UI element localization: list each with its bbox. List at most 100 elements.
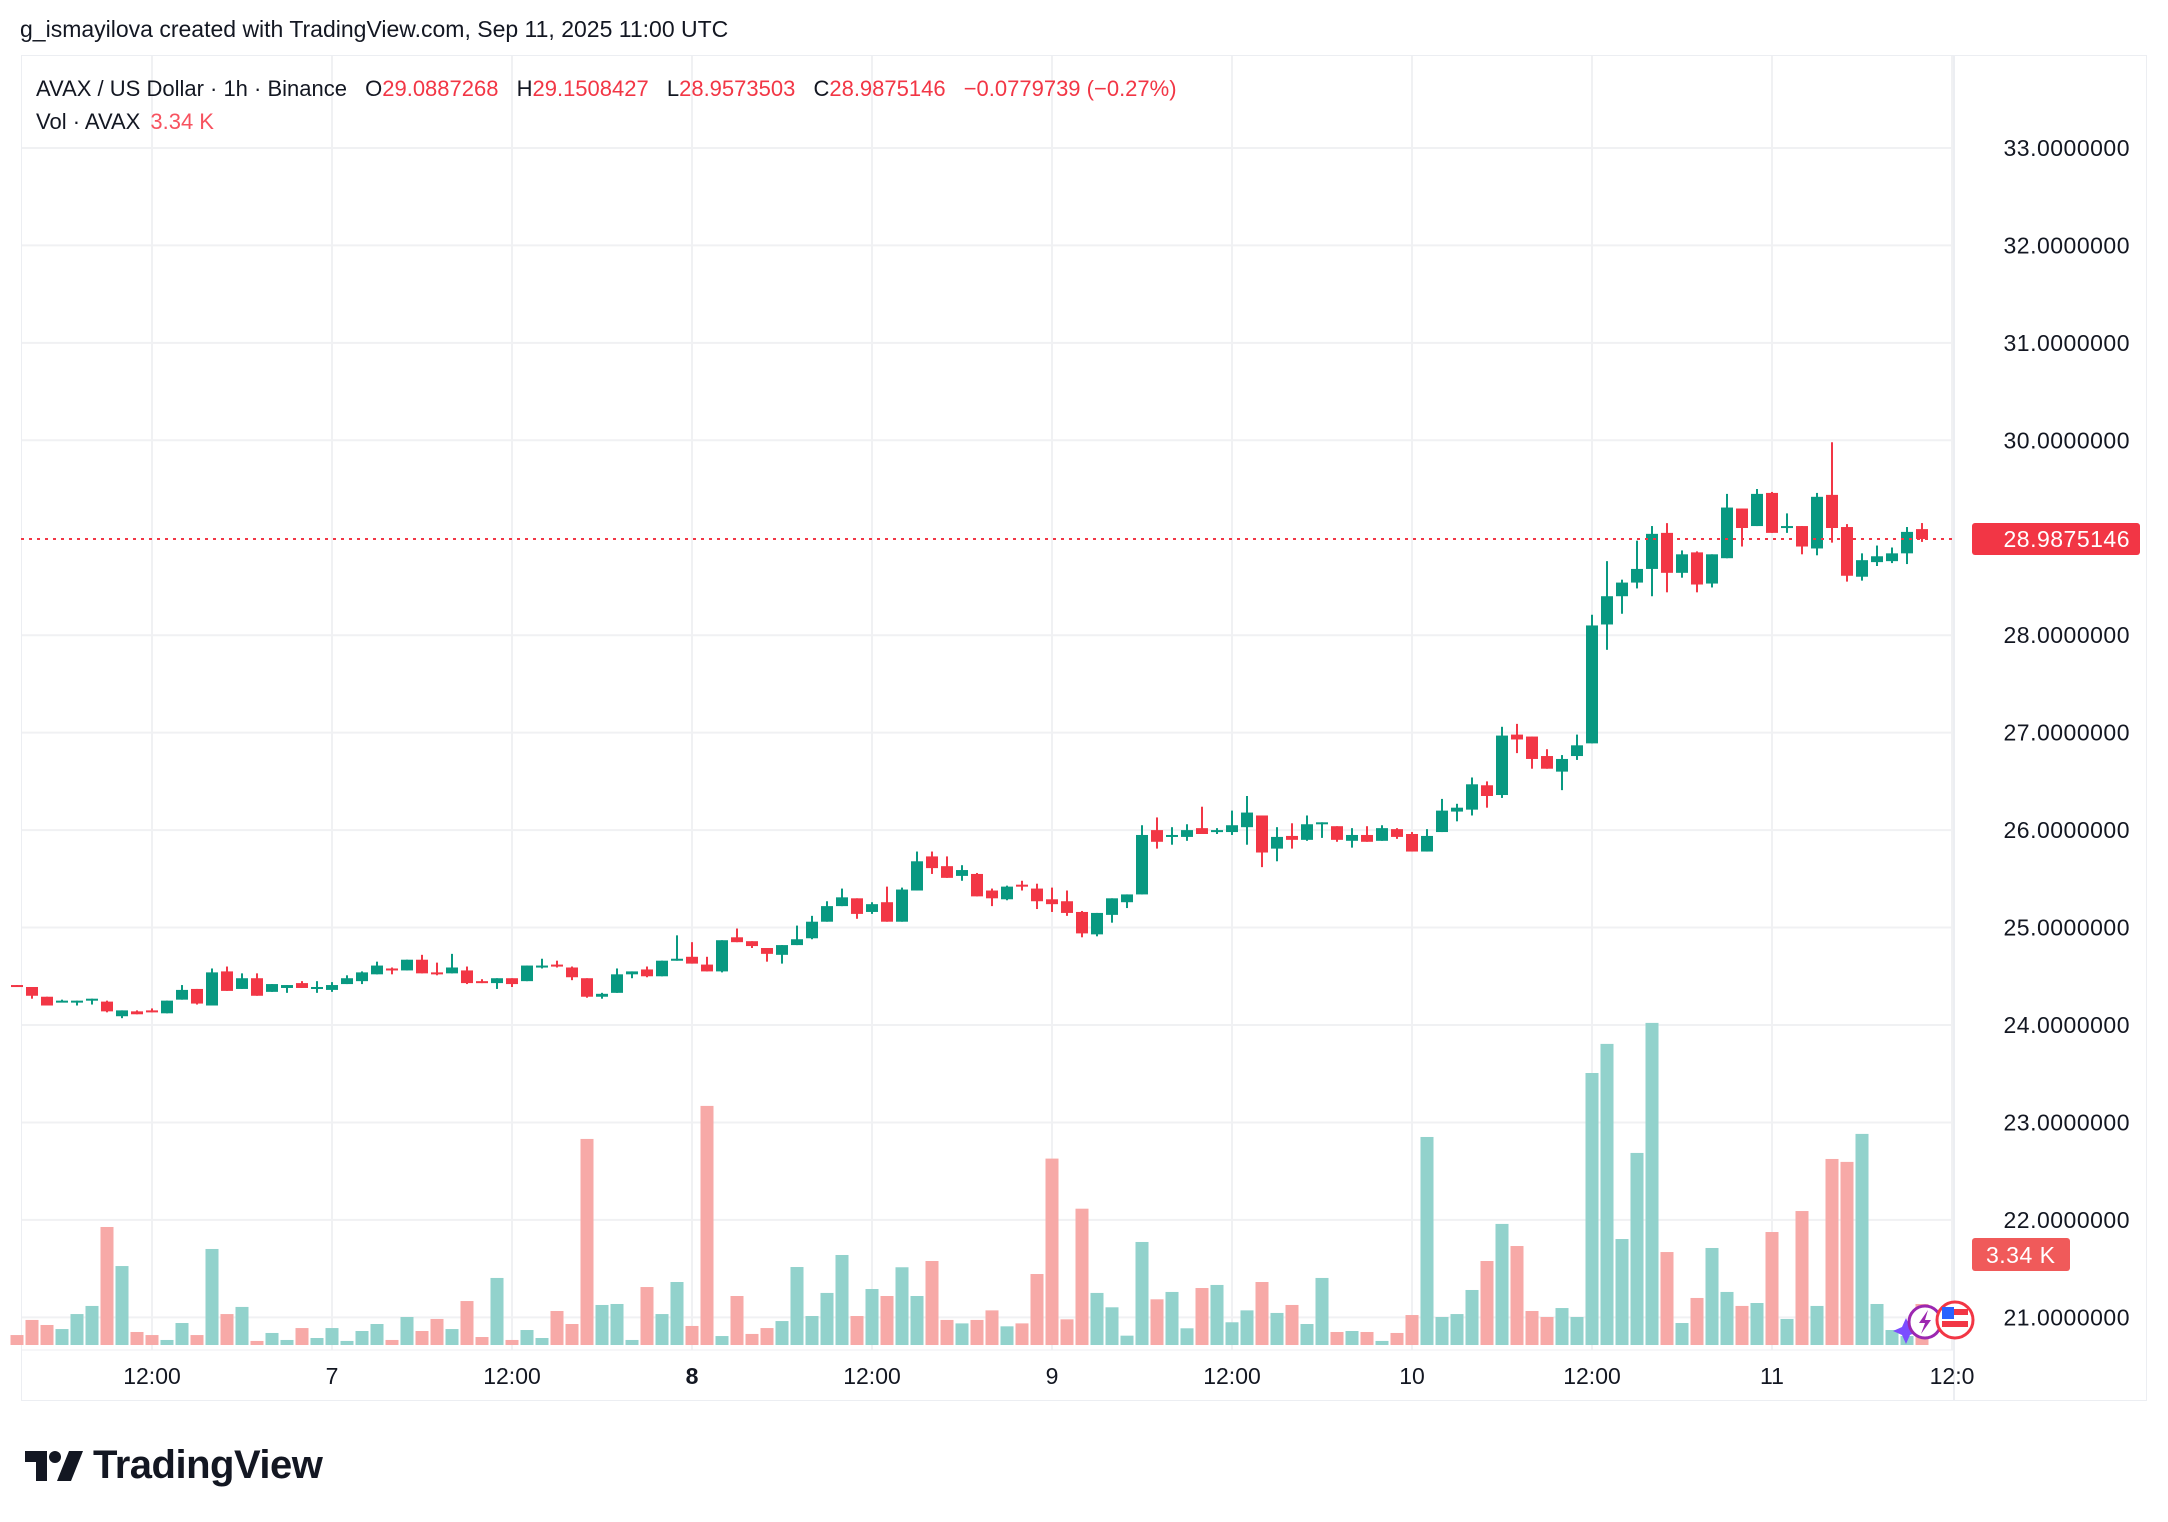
- candle-up[interactable]: [1856, 553, 1868, 581]
- candle-up[interactable]: [1811, 492, 1823, 556]
- candle-up[interactable]: [626, 971, 638, 979]
- candle-down[interactable]: [251, 973, 263, 996]
- candle-up[interactable]: [341, 975, 353, 985]
- candle-down[interactable]: [1151, 817, 1163, 849]
- candle-up[interactable]: [656, 960, 668, 977]
- candle-down[interactable]: [431, 962, 443, 976]
- candle-down[interactable]: [221, 966, 233, 991]
- candle-up[interactable]: [1601, 561, 1613, 650]
- candle-down[interactable]: [1406, 832, 1418, 852]
- candle-up[interactable]: [1091, 912, 1103, 937]
- candle-down[interactable]: [506, 978, 518, 987]
- candle-up[interactable]: [266, 984, 278, 992]
- candle-up[interactable]: [1751, 489, 1763, 527]
- candle-down[interactable]: [746, 941, 758, 949]
- candle-down[interactable]: [1481, 781, 1493, 808]
- candle-down[interactable]: [551, 960, 563, 968]
- candle-up[interactable]: [956, 865, 968, 881]
- tradingview-logo[interactable]: TradingView: [25, 1443, 323, 1488]
- candle-up[interactable]: [1001, 885, 1013, 901]
- candle-up[interactable]: [836, 888, 848, 907]
- candle-up[interactable]: [1871, 545, 1883, 567]
- time-axis[interactable]: 12:00 7 12:00 8 12:00 9 12:00 10 12:00 11 12:0: [123, 1363, 1974, 1389]
- candle-down[interactable]: [1286, 823, 1298, 849]
- candle-down[interactable]: [971, 872, 983, 897]
- candle-up[interactable]: [1646, 526, 1658, 597]
- candle-up[interactable]: [446, 953, 458, 974]
- candle-up[interactable]: [1586, 614, 1598, 744]
- candle-down[interactable]: [701, 956, 713, 972]
- candle-up[interactable]: [1241, 795, 1253, 845]
- candle-down[interactable]: [1661, 523, 1673, 593]
- candle-up[interactable]: [896, 887, 908, 922]
- volume-label[interactable]: Vol · AVAX: [36, 109, 141, 134]
- candle-up[interactable]: [1421, 829, 1433, 852]
- candle-up[interactable]: [1901, 527, 1913, 565]
- candle-down[interactable]: [941, 856, 953, 878]
- candle-up[interactable]: [176, 985, 188, 1000]
- candle-up[interactable]: [401, 959, 413, 971]
- candle-down[interactable]: [1076, 910, 1088, 938]
- candle-up[interactable]: [1631, 540, 1643, 589]
- events-icons[interactable]: [1893, 1300, 1975, 1344]
- candle-up[interactable]: [1271, 827, 1283, 862]
- candle-up[interactable]: [56, 999, 68, 1003]
- candle-up[interactable]: [596, 992, 608, 999]
- candle-up[interactable]: [1166, 827, 1178, 845]
- candle-up[interactable]: [1106, 898, 1118, 923]
- candle-up[interactable]: [1346, 828, 1358, 848]
- candle-down[interactable]: [1391, 828, 1403, 839]
- candle-up[interactable]: [236, 973, 248, 989]
- candle-up[interactable]: [1886, 547, 1898, 564]
- candle-up[interactable]: [86, 998, 98, 1005]
- candle-down[interactable]: [641, 966, 653, 978]
- candle-down[interactable]: [1841, 524, 1853, 582]
- candle-up[interactable]: [821, 901, 833, 922]
- candle-up[interactable]: [311, 981, 323, 993]
- candle-down[interactable]: [11, 985, 23, 988]
- candle-down[interactable]: [386, 967, 398, 975]
- candle-up[interactable]: [1451, 803, 1463, 822]
- candle-down[interactable]: [1736, 508, 1748, 547]
- candle-down[interactable]: [1046, 887, 1058, 912]
- candle-up[interactable]: [1436, 798, 1448, 833]
- candle-up[interactable]: [1706, 554, 1718, 588]
- candle-down[interactable]: [851, 898, 863, 919]
- candle-up[interactable]: [1676, 550, 1688, 578]
- candle-down[interactable]: [1361, 826, 1373, 842]
- candle-down[interactable]: [1331, 826, 1343, 842]
- candle-up[interactable]: [866, 902, 878, 914]
- candle-down[interactable]: [1916, 523, 1928, 542]
- candle-down[interactable]: [131, 1010, 143, 1015]
- candle-down[interactable]: [191, 988, 203, 1005]
- candle-up[interactable]: [1136, 825, 1148, 895]
- candle-up[interactable]: [1181, 824, 1193, 841]
- candle-up[interactable]: [1556, 755, 1568, 791]
- candle-down[interactable]: [101, 1000, 113, 1013]
- candle-down[interactable]: [686, 942, 698, 964]
- candle-down[interactable]: [461, 966, 473, 985]
- symbol-description[interactable]: AVAX / US Dollar · 1h · Binance: [36, 76, 347, 101]
- candle-up[interactable]: [1616, 579, 1628, 614]
- candle-down[interactable]: [731, 928, 743, 943]
- candle-down[interactable]: [1256, 815, 1268, 868]
- candle-down[interactable]: [926, 851, 938, 874]
- candle-up[interactable]: [1211, 828, 1223, 834]
- candle-up[interactable]: [206, 968, 218, 1006]
- candle-up[interactable]: [1466, 777, 1478, 816]
- candle-up[interactable]: [1376, 825, 1388, 841]
- candle-down[interactable]: [1541, 749, 1553, 769]
- candle-up[interactable]: [1121, 894, 1133, 909]
- candle-up[interactable]: [806, 915, 818, 940]
- candle-down[interactable]: [1691, 551, 1703, 593]
- candle-up[interactable]: [716, 940, 728, 973]
- candle-down[interactable]: [581, 978, 593, 998]
- candle-up[interactable]: [281, 985, 293, 993]
- candle-down[interactable]: [881, 886, 893, 922]
- candle-up[interactable]: [356, 971, 368, 985]
- candle-up[interactable]: [326, 982, 338, 992]
- candle-down[interactable]: [1526, 736, 1538, 769]
- candle-up[interactable]: [71, 1000, 83, 1006]
- candle-up[interactable]: [1781, 513, 1793, 533]
- candle-down[interactable]: [476, 979, 488, 984]
